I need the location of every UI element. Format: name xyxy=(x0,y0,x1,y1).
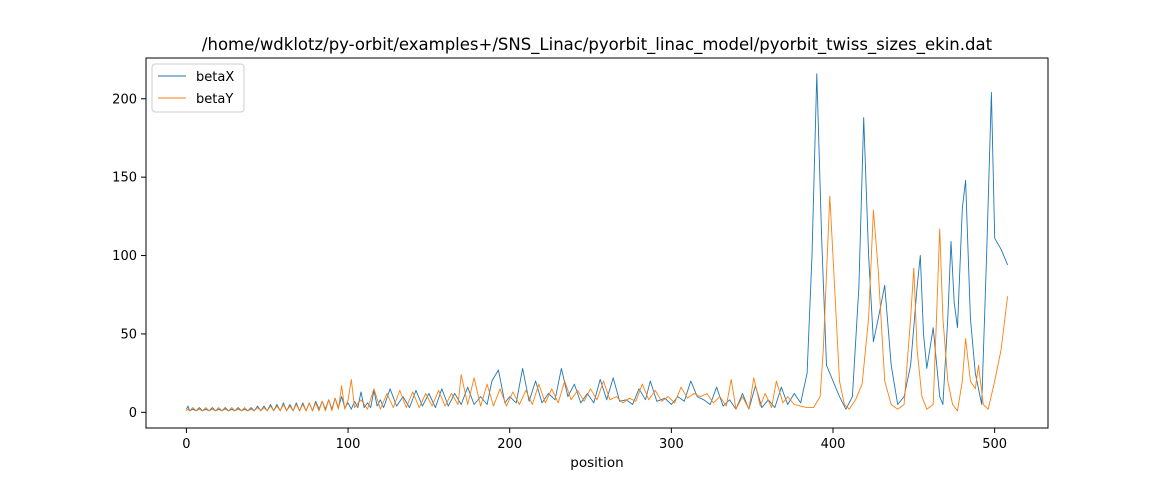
x-tick-label: 300 xyxy=(659,437,684,452)
x-tick-label: 0 xyxy=(182,437,190,452)
x-tick-label: 100 xyxy=(336,437,361,452)
chart-title: /home/wdklotz/py-orbit/examples+/SNS_Lin… xyxy=(202,35,993,55)
y-tick-label: 200 xyxy=(112,92,137,107)
plot-area xyxy=(186,73,1009,412)
x-axis-label: position xyxy=(570,455,623,471)
y-tick-label: 0 xyxy=(129,406,137,421)
legend-label-betaY: betaY xyxy=(196,92,233,107)
series-line-betaX xyxy=(186,73,1009,412)
legend: betaX betaY xyxy=(151,63,245,113)
y-tick-label: 150 xyxy=(112,171,137,186)
series-line-betaY xyxy=(186,195,1009,412)
plot-frame xyxy=(145,57,1049,429)
axis-ticks: 0 100 200 300 400 500 0 50 100 150 200 xyxy=(112,92,1007,452)
y-tick-label: 100 xyxy=(112,249,137,264)
x-tick-label: 400 xyxy=(821,437,846,452)
legend-label-betaX: betaX xyxy=(196,70,234,85)
y-tick-label: 50 xyxy=(120,327,137,342)
x-tick-label: 500 xyxy=(982,437,1007,452)
x-tick-label: 200 xyxy=(497,437,522,452)
